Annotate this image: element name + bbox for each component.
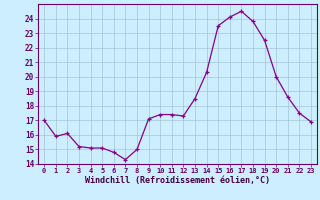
X-axis label: Windchill (Refroidissement éolien,°C): Windchill (Refroidissement éolien,°C)	[85, 176, 270, 185]
